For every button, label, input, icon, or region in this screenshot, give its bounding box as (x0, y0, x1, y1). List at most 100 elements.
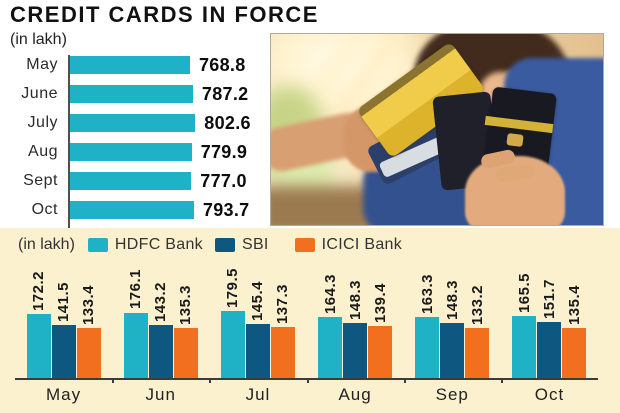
bar-column: 135.4 (562, 258, 587, 378)
bar-column: 133.2 (465, 258, 490, 378)
hbar (70, 201, 194, 219)
bar-hdfc-bank (220, 311, 245, 378)
bar-hdfc-bank (318, 316, 343, 378)
bank-comparison-panel: (in lakh) HDFC Bank SBI ICICI Bank 172.2 14… (0, 228, 620, 413)
x-axis-label: Sep (435, 385, 469, 404)
bar-column: 163.3 (415, 258, 440, 378)
bar-column: 176.1 (123, 258, 148, 378)
x-axis-tick (500, 378, 503, 383)
bar-sbi (51, 325, 76, 378)
x-axis-label: Oct (534, 385, 565, 404)
hbar-y-axis-line (68, 55, 70, 228)
bar-value-label: 143.2 (152, 281, 170, 322)
bar-icici-bank (465, 328, 490, 378)
hbar-row: June 787.2 (10, 83, 265, 104)
x-axis-tick (306, 378, 309, 383)
hbar-row: Aug 779.9 (10, 141, 265, 162)
hbar (70, 85, 193, 103)
bar-group-sep: 163.3 148.3 133.2 (404, 258, 501, 378)
bar-value-label: 165.5 (515, 273, 533, 314)
bar-icici-bank (270, 326, 295, 378)
hbar-value-label: 779.9 (200, 141, 248, 162)
legend-item-hdfc-bank: HDFC Bank (87, 236, 203, 254)
hbar-month-label: Aug (28, 143, 58, 160)
hbar-value-label: 793.7 (202, 199, 250, 220)
legend-swatch (214, 238, 235, 252)
hbar-value-label: 787.2 (201, 83, 249, 104)
hbar-row: Sept 777.0 (10, 170, 265, 191)
bar-sbi (245, 323, 270, 378)
monthly-total-bar-chart: May 768.8 June 787.2 July 802.6 Aug 779.9 Sept 77… (10, 54, 265, 230)
legend-label: HDFC Bank (114, 236, 203, 253)
hbar-row: July 802.6 (10, 112, 265, 133)
bar-column: 151.7 (537, 258, 562, 378)
bar-value-label: 141.5 (55, 282, 73, 323)
bar-value-label: 172.2 (30, 270, 48, 311)
bar-column: 165.5 (512, 258, 537, 378)
x-axis-tick (209, 378, 212, 383)
hbar-value-label: 802.6 (204, 112, 251, 133)
hbar-month-label: June (21, 85, 58, 102)
x-axis-tick (112, 378, 115, 383)
bar-value-label: 145.4 (249, 280, 267, 321)
bar-icici-bank (76, 328, 101, 378)
x-axis-tick (403, 378, 406, 383)
bar-value-label: 135.3 (177, 284, 195, 325)
x-axis-labels: May Jun Jul Aug Sep Oct (15, 385, 598, 405)
bar-group-jul: 179.5 145.4 137.3 (209, 258, 306, 378)
bar-value-label: 139.4 (371, 283, 389, 324)
bar-sbi (148, 324, 173, 378)
bar-column: 141.5 (51, 258, 76, 378)
bar-hdfc-bank (512, 316, 537, 378)
bar-value-label: 179.5 (224, 268, 242, 309)
credit-cards-photo (270, 33, 604, 226)
hbar-row: May 768.8 (10, 54, 265, 75)
hbar-value-label: 777.0 (200, 170, 247, 191)
bar-icici-bank (173, 327, 198, 378)
hbar-row: Oct 793.7 (10, 199, 265, 220)
x-axis-label: Jul (245, 385, 271, 404)
hbar (70, 56, 190, 74)
bar-value-label: 151.7 (540, 278, 558, 319)
bar-group-oct: 165.5 151.7 135.4 (501, 258, 598, 378)
bar-column: 135.3 (173, 258, 198, 378)
hbar (70, 172, 192, 190)
bar-group-jun: 176.1 143.2 135.3 (112, 258, 209, 378)
hbar-value-label: 768.8 (199, 54, 246, 75)
bar-sbi (537, 321, 562, 378)
hbar (70, 114, 196, 132)
hbar (70, 143, 192, 161)
bar-value-label: 137.3 (274, 283, 292, 324)
bar-column: 148.3 (440, 258, 465, 378)
bar-column: 145.4 (245, 258, 270, 378)
bar-value-label: 148.3 (443, 279, 461, 320)
bar-value-label: 135.4 (565, 284, 583, 325)
top-unit-label: (in lakh) (10, 31, 67, 48)
bar-sbi (440, 322, 465, 378)
bar-group-aug: 164.3 148.3 139.4 (307, 258, 404, 378)
page-title: CREDIT CARDS IN FORCE (10, 2, 319, 27)
bar-hdfc-bank (123, 312, 148, 378)
bar-hdfc-bank (26, 313, 51, 378)
bar-column: 143.2 (148, 258, 173, 378)
x-axis-label: May (46, 385, 82, 404)
legend-item-icici-bank: ICICI Bank (294, 236, 402, 254)
legend-item-sbi: SBI (214, 236, 269, 254)
bar-column: 137.3 (270, 258, 295, 378)
bar-value-label: 133.2 (468, 285, 486, 326)
bar-column: 133.4 (76, 258, 101, 378)
bar-value-label: 163.3 (418, 274, 436, 315)
bar-column: 179.5 (220, 258, 245, 378)
grouped-bar-chart: 172.2 141.5 133.4 176.1 143.2 135.3 179.5 145.4… (15, 258, 598, 378)
x-axis-label: Aug (338, 385, 372, 404)
bar-column: 172.2 (26, 258, 51, 378)
hbar-month-label: July (27, 114, 58, 131)
bar-value-label: 148.3 (346, 279, 364, 320)
x-axis-line (15, 378, 598, 383)
bar-column: 164.3 (318, 258, 343, 378)
bar-value-label: 176.1 (127, 269, 145, 310)
bar-column: 148.3 (343, 258, 368, 378)
legend-swatch (294, 238, 315, 252)
legend-label: SBI (241, 236, 269, 253)
